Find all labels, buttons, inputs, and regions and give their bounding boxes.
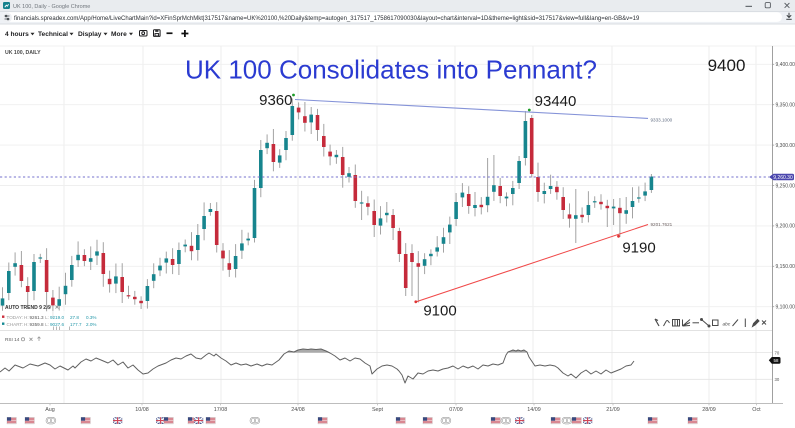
- svg-text:9,200.00: 9,200.00: [776, 224, 795, 230]
- svg-text:28/09: 28/09: [702, 407, 716, 413]
- svg-text:9,350.00: 9,350.00: [776, 103, 795, 109]
- svg-text:17/08: 17/08: [214, 407, 228, 413]
- svg-text:Aug: Aug: [45, 407, 55, 413]
- svg-text:9,100.00: 9,100.00: [776, 305, 795, 311]
- svg-text:9359.8: 9359.8: [30, 322, 44, 327]
- svg-text:9190: 9190: [622, 240, 655, 257]
- svg-text:CHART:: CHART:: [7, 322, 24, 327]
- svg-text:L:: L:: [45, 315, 49, 320]
- svg-text:financials.spreadex.com/App/Ho: financials.spreadex.com/App/Home/LiveCha…: [14, 16, 640, 22]
- svg-text:TODAY:: TODAY:: [7, 315, 23, 320]
- svg-text:More: More: [111, 31, 127, 38]
- svg-text:93440: 93440: [535, 93, 577, 110]
- svg-text:UK 100, DAILY: UK 100, DAILY: [5, 50, 41, 56]
- svg-text:9261.3: 9261.3: [30, 315, 44, 320]
- svg-text:9400: 9400: [708, 56, 746, 75]
- svg-text:9,300.00: 9,300.00: [776, 143, 795, 149]
- svg-text:10/08: 10/08: [135, 407, 149, 413]
- svg-text:9,150.00: 9,150.00: [776, 264, 795, 270]
- svg-text:9,250.00: 9,250.00: [776, 183, 795, 189]
- svg-text:27.8: 27.8: [70, 315, 79, 320]
- svg-text:AUTO TREND 9 2.5: AUTO TREND 9 2.5: [5, 305, 50, 311]
- svg-text:Technical: Technical: [38, 31, 68, 38]
- svg-text:4 hours: 4 hours: [5, 31, 29, 38]
- svg-text:9360: 9360: [259, 92, 292, 109]
- svg-text:9,260.30: 9,260.30: [773, 175, 793, 181]
- svg-text:9333.1000: 9333.1000: [651, 118, 673, 123]
- svg-text:Oct: Oct: [752, 407, 761, 413]
- svg-text:2.0%: 2.0%: [86, 322, 96, 327]
- svg-text:L:: L:: [45, 322, 49, 327]
- svg-text:177.7: 177.7: [70, 322, 82, 327]
- svg-text:9201.7621: 9201.7621: [651, 222, 673, 227]
- svg-text:Sept: Sept: [372, 407, 384, 413]
- svg-text:70: 70: [775, 350, 780, 355]
- svg-text:UK 100 Consolidates into Penna: UK 100 Consolidates into Pennant?: [185, 55, 597, 85]
- svg-text:30: 30: [775, 377, 780, 382]
- svg-text:9,400.00: 9,400.00: [776, 62, 795, 68]
- svg-text:21/09: 21/09: [606, 407, 620, 413]
- svg-text:0.3%: 0.3%: [86, 315, 96, 320]
- svg-text:RSI 14: RSI 14: [5, 337, 20, 342]
- svg-text:UK 100, Daily - Google Chrome: UK 100, Daily - Google Chrome: [13, 4, 90, 10]
- svg-text:H:: H:: [24, 315, 29, 320]
- svg-text:58: 58: [774, 358, 779, 363]
- svg-text:9100: 9100: [423, 303, 456, 320]
- svg-text:Display: Display: [78, 31, 102, 38]
- svg-text:9027.6: 9027.6: [50, 322, 64, 327]
- svg-text:abc: abc: [723, 322, 731, 328]
- svg-text:14/09: 14/09: [527, 407, 541, 413]
- svg-text:9219.0: 9219.0: [50, 315, 64, 320]
- svg-text:24/08: 24/08: [291, 407, 305, 413]
- svg-text:H:: H:: [24, 322, 29, 327]
- svg-text:07/09: 07/09: [449, 407, 463, 413]
